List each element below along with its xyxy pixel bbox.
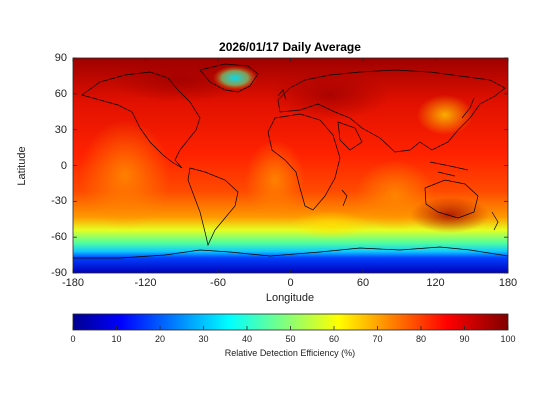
colorbar-tick-label: 50 bbox=[285, 334, 296, 344]
colorbar-tick-marks bbox=[72, 326, 509, 330]
x-tick-label: 120 bbox=[426, 277, 445, 289]
new-zealand-coast bbox=[491, 211, 499, 231]
colorbar-tick-label: 40 bbox=[241, 334, 253, 344]
colorbar-tick-label: 0 bbox=[70, 334, 76, 344]
map-title: 2026/01/17 Daily Average bbox=[219, 40, 361, 54]
north-america-coast bbox=[81, 71, 201, 169]
y-axis-label: Latitude bbox=[16, 146, 28, 186]
x-tick-label: 0 bbox=[287, 277, 294, 289]
australia-coast bbox=[424, 179, 479, 219]
y-tick-label: -30 bbox=[51, 195, 67, 208]
x-tick-label: -120 bbox=[134, 277, 157, 289]
y-tick-marks bbox=[73, 57, 508, 274]
africa-coast bbox=[267, 113, 341, 211]
south-pacific-dark-patch bbox=[410, 197, 490, 233]
colorbar-tick-label: 90 bbox=[459, 334, 470, 344]
south-indian-yellow-patch bbox=[290, 211, 370, 239]
atlantic-patch bbox=[245, 140, 305, 220]
x-tick-label: -180 bbox=[61, 277, 85, 289]
y-tick-label: 90 bbox=[54, 52, 67, 64]
colorbar-tick-label: 10 bbox=[111, 334, 122, 344]
east-pacific-patch bbox=[80, 120, 170, 230]
greenland-coast bbox=[199, 63, 259, 93]
south-america-coast bbox=[187, 167, 239, 247]
colorbar-tick-label: 60 bbox=[328, 334, 340, 344]
arabia-coast bbox=[337, 121, 363, 151]
antarctica-coast bbox=[73, 246, 508, 259]
x-tick-label: 180 bbox=[498, 277, 518, 289]
madagascar-coast bbox=[341, 189, 348, 207]
eurasia-coast bbox=[277, 69, 506, 153]
japan-coast bbox=[461, 97, 475, 119]
colorbar-label: Relative Detection Efficiency (%) bbox=[224, 348, 356, 358]
colorbar-tick-label: 80 bbox=[415, 334, 427, 344]
uk-coast bbox=[277, 89, 287, 101]
y-tick-label: 60 bbox=[54, 87, 67, 100]
colorbar-tick-label: 20 bbox=[154, 334, 166, 344]
y-tick-label: 0 bbox=[60, 159, 67, 172]
x-tick-label: 60 bbox=[356, 277, 370, 289]
indonesia-coast bbox=[429, 161, 469, 177]
colorbar-tick-label: 100 bbox=[500, 334, 516, 344]
east-asia-yellow-patch bbox=[417, 95, 473, 135]
coastlines bbox=[73, 63, 508, 259]
y-tick-label: -90 bbox=[51, 267, 67, 279]
colorbar-tick-label: 30 bbox=[198, 334, 209, 344]
y-tick-label: 30 bbox=[54, 123, 67, 136]
x-axis-label: Longitude bbox=[265, 292, 315, 304]
x-tick-marks bbox=[72, 58, 509, 273]
north-america-dark-patch bbox=[110, 58, 250, 102]
colorbar-tick-label: 70 bbox=[372, 334, 383, 344]
greenland-low-patch bbox=[213, 66, 257, 90]
x-tick-label: -60 bbox=[210, 277, 226, 289]
eurasia-dark-patch bbox=[270, 70, 390, 120]
y-tick-label: -60 bbox=[51, 231, 67, 244]
